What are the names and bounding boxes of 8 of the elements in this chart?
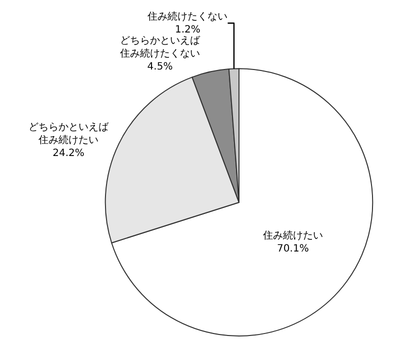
slice-label: どちらかといえば住み続けたくない: [120, 36, 202, 60]
data-label: 70.1%: [277, 243, 309, 254]
slice-label: どちらかといえば住み続けたい: [28, 122, 110, 146]
data-label: 4.5%: [147, 62, 173, 73]
data-label: 1.2%: [175, 24, 200, 36]
data-label: 24.2%: [52, 148, 84, 159]
slice-label: 住み続けたい: [262, 229, 323, 242]
slice-label: 住み続けたくない: [148, 10, 228, 23]
